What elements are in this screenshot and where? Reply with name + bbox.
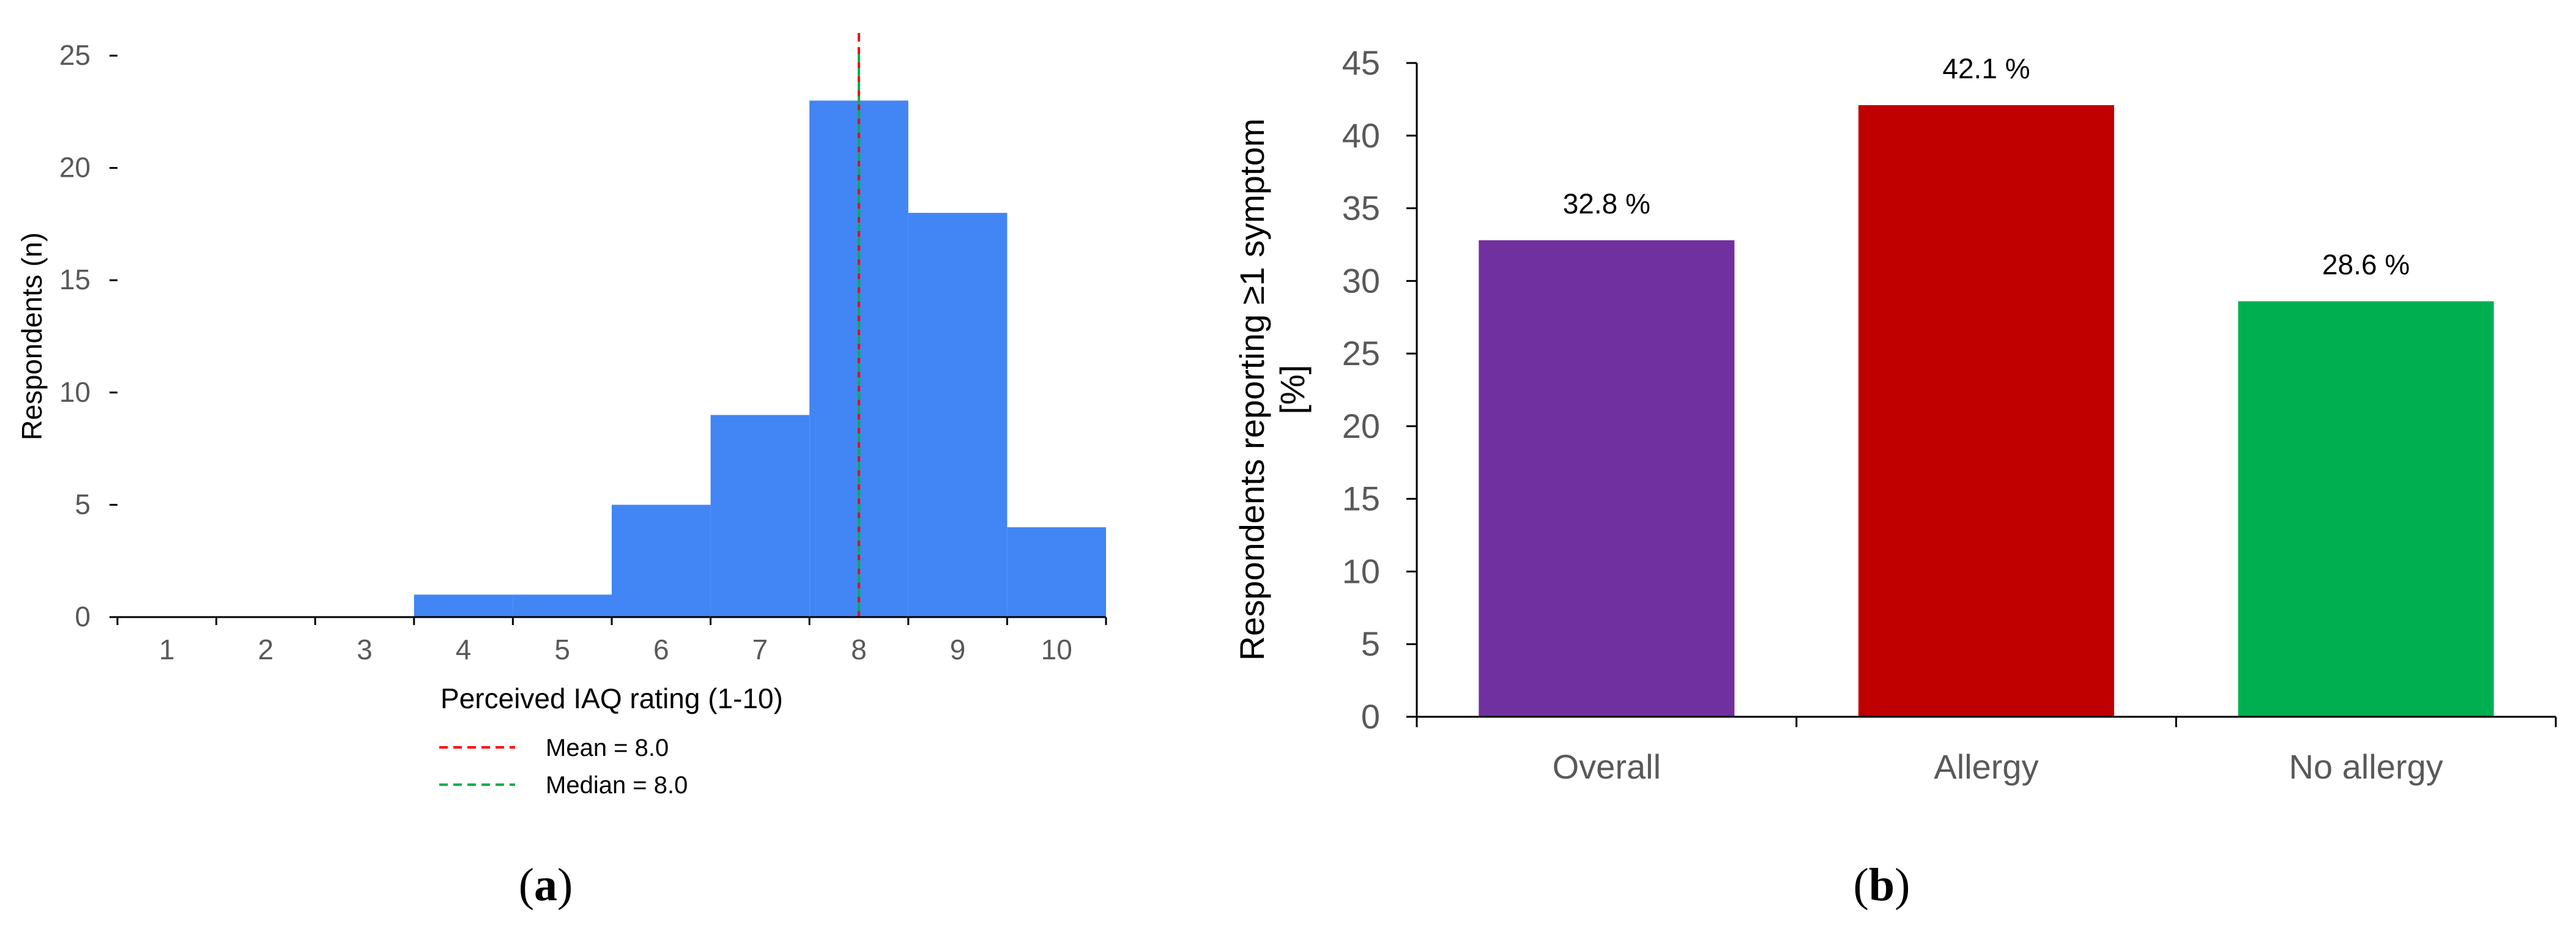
panel-a-letter: a xyxy=(534,859,557,911)
panel-b-letter: b xyxy=(1869,859,1895,911)
y-tick-label: 0 xyxy=(75,601,91,632)
x-tick-label: 3 xyxy=(357,634,373,665)
y-axis-title-line: Respondents reporting ≥1 symptom xyxy=(1233,119,1271,661)
data-label: 42.1 % xyxy=(1942,53,2030,84)
y-tick-label: 25 xyxy=(59,39,91,71)
data-label: 28.6 % xyxy=(2322,249,2410,281)
y-axis-title-line: [%] xyxy=(1273,365,1312,415)
legend-label: Median = 8.0 xyxy=(546,772,688,799)
y-tick-label: 20 xyxy=(59,152,91,183)
y-axis-title: Respondents (n) xyxy=(16,232,48,440)
histogram-bar xyxy=(710,415,810,617)
bar xyxy=(2238,301,2494,717)
y-axis-title: Respondents reporting ≥1 symptom[%] xyxy=(1233,119,1312,661)
y-tick-label: 5 xyxy=(75,488,91,520)
x-tick-label: 9 xyxy=(950,634,966,665)
panel-a-histogram: 1 2 3 4 5 6 7 8 9 10 0 5 10 15 20 25 Perceived IAQ ratin… xyxy=(16,33,1107,799)
y-tick-label: 10 xyxy=(1342,552,1380,590)
x-tick-label: Allergy xyxy=(1934,747,2038,786)
histogram-bar xyxy=(612,505,711,617)
bar xyxy=(1858,105,2114,717)
x-tick-label: Overall xyxy=(1553,747,1661,786)
histogram-bar xyxy=(1007,527,1106,617)
x-tick-label: 6 xyxy=(653,634,669,665)
y-tick-label: 5 xyxy=(1361,624,1380,663)
y-tick-label: 0 xyxy=(1361,697,1380,736)
y-tick-label: 30 xyxy=(1342,261,1380,300)
histogram-bar xyxy=(513,594,612,617)
x-tick-label: 5 xyxy=(554,634,570,665)
x-tick-label: No allergy xyxy=(2289,747,2443,786)
y-tick-label: 20 xyxy=(1342,407,1380,445)
histogram-bar xyxy=(908,213,1008,617)
x-axis-title: Perceived IAQ rating (1-10) xyxy=(440,683,783,714)
legend-label: Mean = 8.0 xyxy=(546,735,669,761)
y-tick-label: 15 xyxy=(59,264,91,295)
x-tick-label: 2 xyxy=(258,634,274,665)
x-tick-label: 8 xyxy=(851,634,867,665)
x-tick-label: 7 xyxy=(752,634,768,665)
y-tick-label: 25 xyxy=(1342,334,1380,372)
y-tick-label: 40 xyxy=(1342,116,1380,155)
x-tick-label: 10 xyxy=(1041,634,1072,665)
bar xyxy=(1479,240,1735,717)
y-tick-label: 45 xyxy=(1342,43,1380,82)
panel-b-bar-chart: 0 5 10 15 20 25 30 35 40 45 32.8 % Overall 42.1 % All… xyxy=(1233,43,2557,786)
panel-a-label: (a) xyxy=(519,859,573,911)
panel-b-label: (b) xyxy=(1854,859,1910,911)
y-tick-label: 35 xyxy=(1342,189,1380,228)
y-tick-label: 15 xyxy=(1342,479,1380,518)
histogram-bar xyxy=(414,594,513,617)
data-label: 32.8 % xyxy=(1563,188,1650,220)
y-tick-label: 10 xyxy=(59,376,91,408)
x-tick-label: 4 xyxy=(456,634,472,665)
x-tick-label: 1 xyxy=(159,634,175,665)
